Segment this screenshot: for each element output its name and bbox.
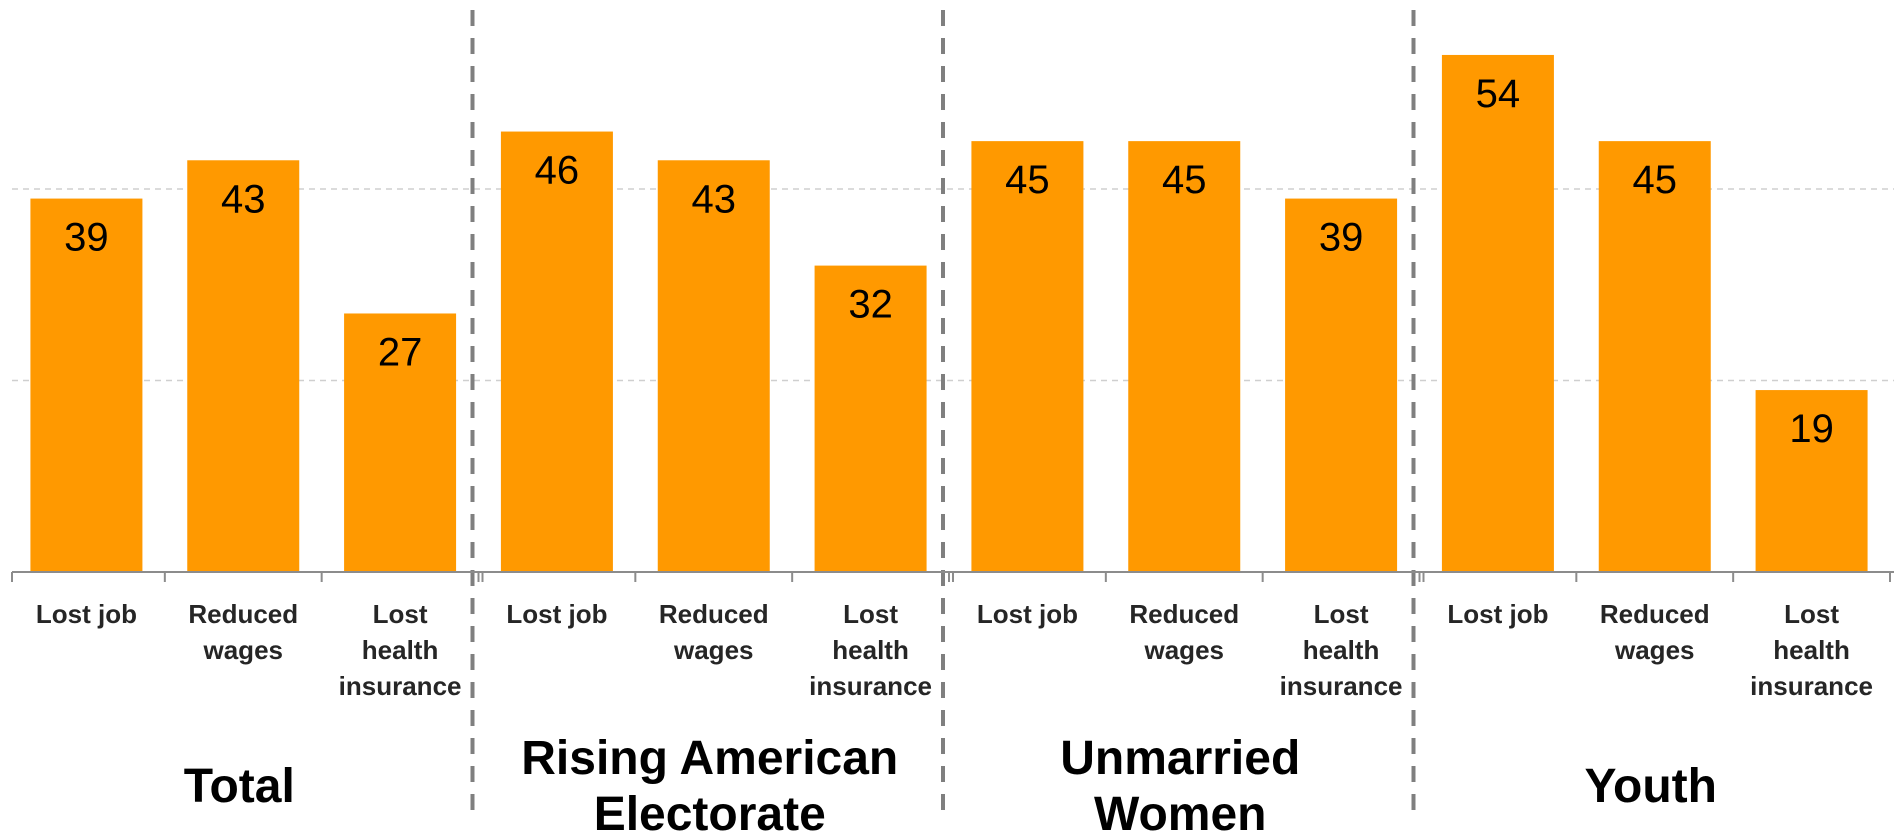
category-label: Lost health insurance (1750, 599, 1873, 701)
category-label: Lost health insurance (809, 599, 932, 701)
category-label: Lost job (1447, 599, 1548, 629)
data-label: 45 (1633, 158, 1678, 202)
group-label: Youth (1585, 760, 1717, 813)
data-label: 43 (692, 177, 737, 221)
data-label: 27 (378, 330, 423, 374)
category-label: Lost job (36, 599, 137, 629)
bar (500, 131, 613, 573)
category-label: Lost health insurance (1280, 599, 1403, 701)
data-label: 39 (1319, 216, 1364, 260)
bar (657, 160, 770, 572)
category-label: Reduced wages (659, 599, 769, 665)
data-label: 54 (1476, 72, 1521, 116)
bar (814, 265, 927, 572)
bar (971, 141, 1084, 572)
data-label: 43 (221, 177, 266, 221)
bar (1598, 141, 1711, 572)
group-label: Rising American Electorate (521, 732, 898, 836)
bar (1441, 54, 1554, 572)
category-label: Lost health insurance (339, 599, 462, 701)
group-label: Total (184, 760, 295, 813)
data-label: 32 (848, 283, 893, 327)
bar (1755, 390, 1868, 572)
category-label: Reduced wages (1129, 599, 1239, 665)
data-label: 46 (535, 149, 580, 193)
bar (30, 198, 143, 572)
group-label: Unmarried Women (1060, 732, 1300, 836)
category-label: Lost job (506, 599, 607, 629)
data-label: 45 (1005, 158, 1050, 202)
bar (187, 160, 300, 572)
data-label: 19 (1789, 407, 1834, 451)
data-label: 45 (1162, 158, 1207, 202)
data-label: 39 (64, 216, 109, 260)
category-label: Reduced wages (188, 599, 298, 665)
category-label: Reduced wages (1600, 599, 1710, 665)
bar (344, 313, 457, 572)
bar (1128, 141, 1241, 572)
bar (1285, 198, 1398, 572)
category-label: Lost job (977, 599, 1078, 629)
